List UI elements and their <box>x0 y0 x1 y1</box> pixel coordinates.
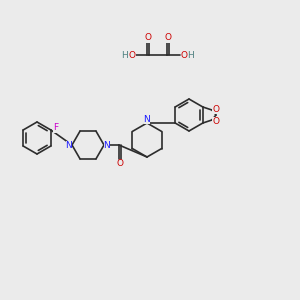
Text: O: O <box>212 116 219 125</box>
Text: O: O <box>181 50 188 59</box>
Text: O: O <box>145 34 152 43</box>
Text: F: F <box>53 124 58 133</box>
Text: N: N <box>144 115 150 124</box>
Text: O: O <box>212 104 219 113</box>
Text: O: O <box>128 50 136 59</box>
Text: O: O <box>116 160 124 169</box>
Text: H: H <box>122 50 128 59</box>
Text: H: H <box>188 50 194 59</box>
Text: O: O <box>164 34 172 43</box>
Text: N: N <box>103 140 110 149</box>
Text: N: N <box>66 140 72 149</box>
